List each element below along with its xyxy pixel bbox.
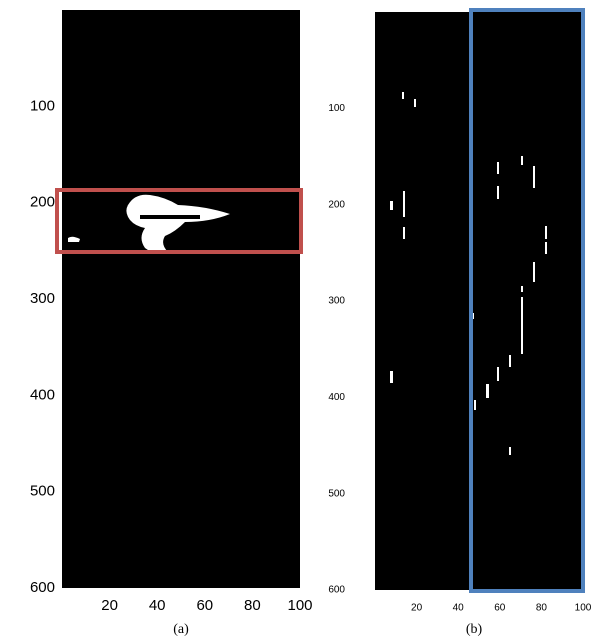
x-tick-label: 100 xyxy=(575,603,592,614)
figure: 100 200 300 400 500 600 20 40 60 80 100 (a) 100 200 30… xyxy=(0,0,598,643)
x-tick-label: 20 xyxy=(411,603,423,614)
x-tick-label: 80 xyxy=(536,603,548,614)
x-tick-label: 40 xyxy=(453,603,465,614)
y-tick-label: 100 xyxy=(30,97,55,114)
y-tick-label: 600 xyxy=(328,585,345,596)
image-a xyxy=(62,10,300,588)
x-tick-label: 40 xyxy=(149,597,166,614)
x-tick-label: 60 xyxy=(196,597,213,614)
caption: (a) xyxy=(173,622,189,637)
y-tick-label: 200 xyxy=(328,199,345,210)
y-tick-label: 200 xyxy=(30,194,55,211)
caption: (b) xyxy=(466,622,483,637)
y-tick-label: 300 xyxy=(30,290,55,307)
y-tick-label: 100 xyxy=(328,103,345,114)
y-tick-label: 500 xyxy=(328,488,345,499)
y-tick-label: 300 xyxy=(328,296,345,307)
x-tick-label: 20 xyxy=(101,597,118,614)
y-tick-label: 600 xyxy=(30,579,55,596)
y-tick-label: 500 xyxy=(30,483,55,500)
y-tick-label: 400 xyxy=(30,386,55,403)
x-tick-label: 60 xyxy=(494,603,506,614)
x-tick-label: 80 xyxy=(244,597,261,614)
x-tick-label: 100 xyxy=(287,597,312,614)
image-b xyxy=(375,12,583,590)
y-tick-label: 400 xyxy=(328,392,345,403)
